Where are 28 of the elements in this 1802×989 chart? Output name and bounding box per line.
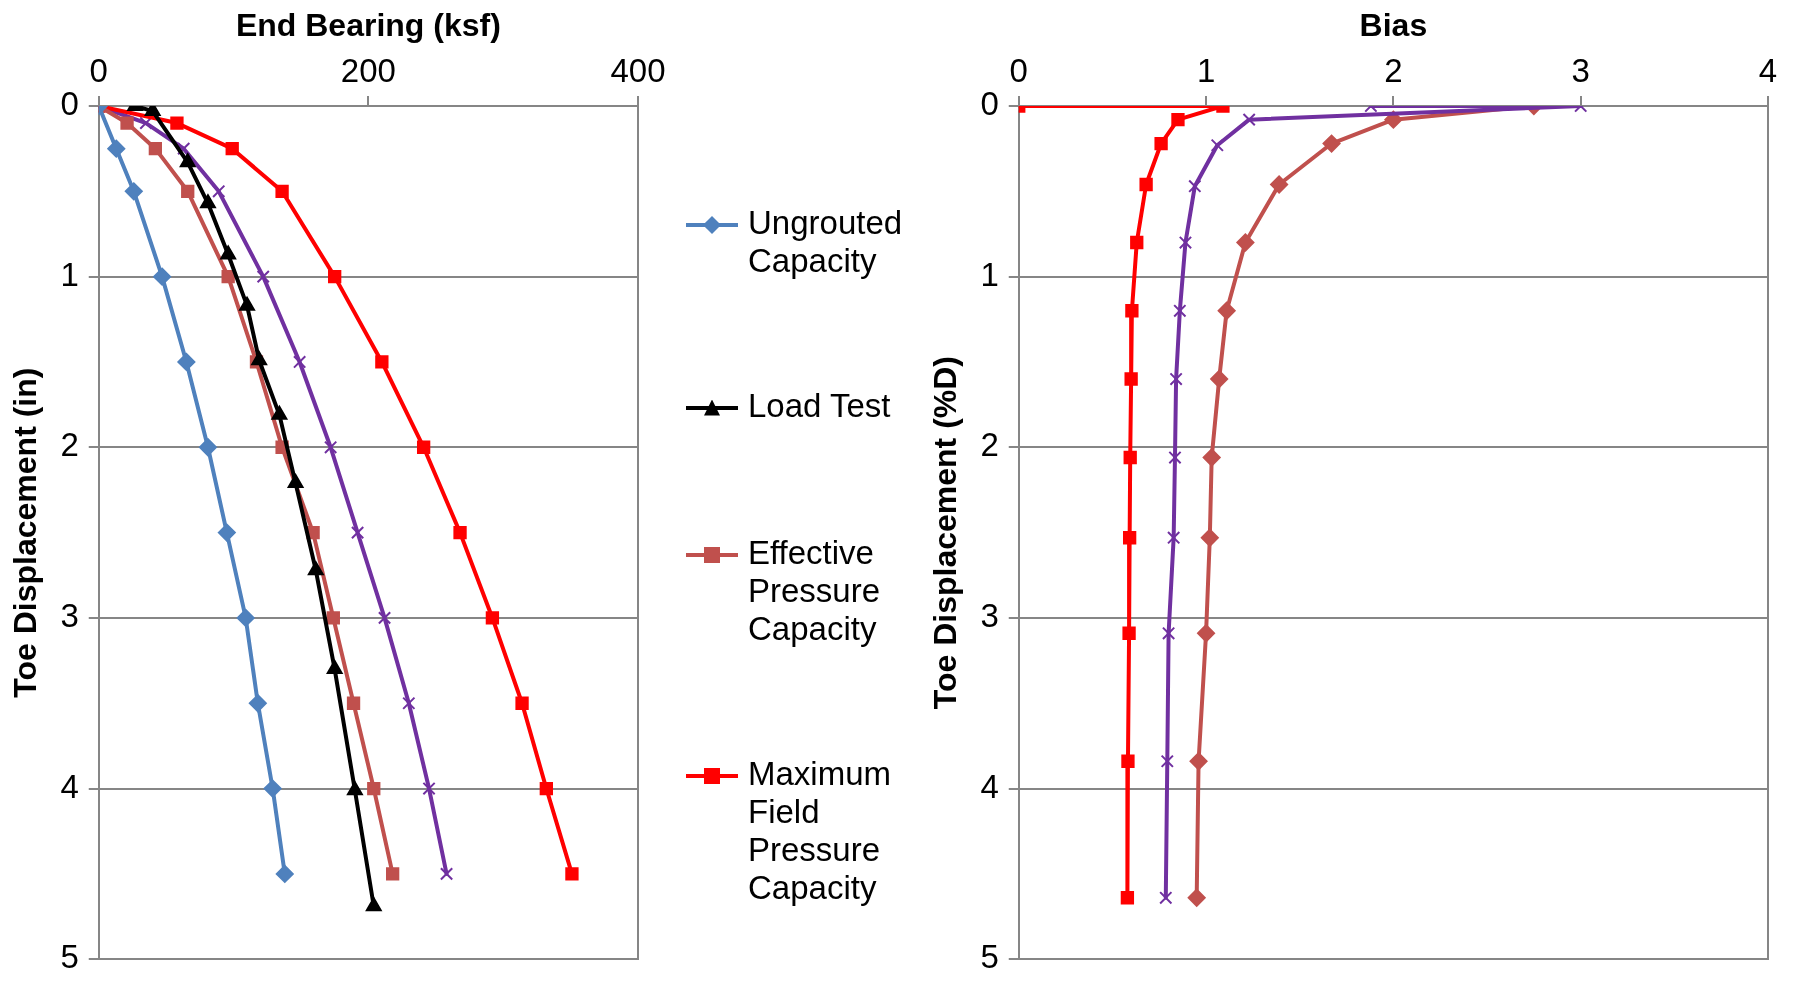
y-axis-title: Toe Displacement (in)	[7, 367, 44, 698]
y-tick-label: 1	[980, 255, 999, 293]
y-tick-label: 0	[980, 85, 999, 123]
y-tick-label: 0	[60, 85, 79, 123]
y-tick-label: 5	[60, 938, 79, 976]
y-tick-label: 3	[980, 597, 999, 635]
x-tick-label: 4	[1758, 52, 1778, 90]
legend-label: Effective Pressure Capacity	[748, 533, 881, 647]
x-axis-title: Bias	[1359, 7, 1428, 44]
y-axis-title: Toe Displacement (%D)	[927, 355, 964, 710]
legend-label: Load Test	[748, 386, 891, 425]
y-tick-label: 3	[60, 597, 79, 635]
x-tick-label: 0	[1009, 52, 1028, 90]
y-tick-label: 1	[60, 255, 79, 293]
y-tick-label: 2	[60, 426, 79, 464]
y-tick-label: 4	[60, 767, 79, 805]
legend-label: Maximum Field Pressure Capacity	[748, 754, 892, 907]
x-axis-title: End Bearing (ksf)	[235, 7, 501, 44]
x-tick-label: 0	[89, 52, 108, 90]
x-tick-label: 400	[610, 52, 666, 90]
x-tick-label: 3	[1571, 52, 1590, 90]
y-tick-label: 4	[980, 767, 999, 805]
x-tick-label: 1	[1196, 52, 1216, 90]
y-tick-label: 2	[980, 426, 999, 464]
x-tick-label: 2	[1384, 52, 1403, 90]
y-tick-label: 5	[980, 938, 999, 976]
legend-label: Ungrouted Capacity	[748, 203, 904, 280]
x-tick-label: 200	[340, 52, 396, 90]
